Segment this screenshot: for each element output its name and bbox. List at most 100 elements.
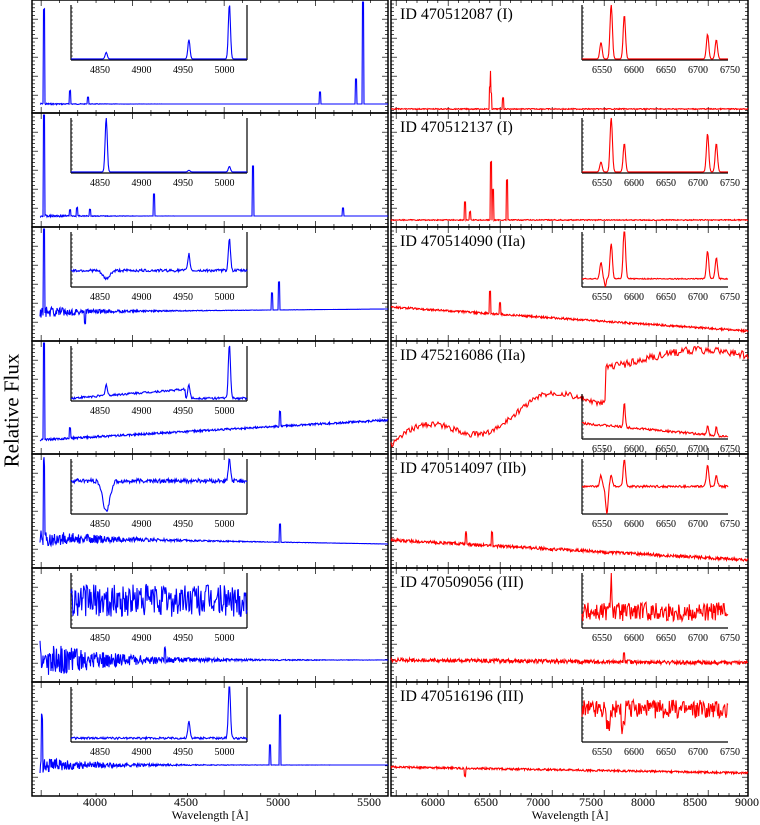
tick-label: 4000	[83, 795, 107, 809]
tick-label: 5000	[266, 795, 290, 809]
right-x-axis-label: Wavelength [Å]	[531, 808, 609, 822]
spectrum-line	[39, 228, 388, 325]
inset-tick-label: 4850	[90, 178, 110, 189]
inset-tick-label: 6550	[592, 292, 612, 303]
spectrum-line	[390, 652, 748, 667]
spectrum-line	[39, 114, 388, 219]
inset-spectrum	[71, 5, 247, 60]
inset-tick-label: 6750	[720, 292, 740, 303]
inset-tick-label: 5000	[214, 406, 235, 417]
inset-tick-label: 6600	[624, 178, 644, 189]
spectrum-line	[39, 457, 388, 548]
inset-tick-label: 4850	[90, 519, 110, 530]
inset-tick-label: 6700	[688, 519, 708, 530]
inset-tick-label: 6550	[592, 519, 612, 530]
inset-tick-label: 5000	[214, 519, 235, 530]
panel-id-label: ID 470516196 (III)	[400, 688, 524, 705]
inset-spectrum	[582, 402, 729, 438]
panel-id-label: ID 470509056 (III)	[400, 574, 524, 591]
spectrum-line	[390, 70, 749, 111]
panel-id-label: ID 470514090 (IIa)	[400, 233, 526, 250]
inset-tick-label: 6750	[720, 65, 740, 76]
inset-tick-label: 4950	[173, 406, 193, 417]
inset-tick-label: 6700	[688, 65, 708, 76]
inset-tick-label: 4850	[90, 633, 110, 644]
inset-tick-label: 6700	[688, 178, 708, 189]
tick-label: 9000	[735, 795, 759, 809]
spectrum-line	[39, 1, 388, 106]
inset-tick-label: 5000	[214, 65, 235, 76]
inset-tick-label: 5000	[214, 292, 235, 303]
inset-tick-label: 4950	[173, 292, 193, 303]
inset-tick-label: 4950	[173, 633, 193, 644]
tick-label: 6500	[474, 795, 498, 809]
inset-tick-label: 6600	[624, 65, 644, 76]
inset-tick-label: 4950	[173, 65, 193, 76]
inset-tick-label: 6750	[720, 633, 740, 644]
spectrum-line	[390, 530, 749, 563]
inset-tick-label: 6550	[592, 178, 612, 189]
inset-tick-label: 6650	[656, 292, 676, 303]
spectrum-line	[39, 342, 389, 442]
spectrum-line	[390, 345, 749, 448]
inset-tick-label: 6600	[624, 633, 644, 644]
inset-tick-label: 4950	[173, 178, 193, 189]
inset-spectrum	[582, 459, 729, 515]
inset-spectrum	[70, 686, 248, 741]
panel-frame	[31, 112, 389, 228]
inset-tick-label: 4850	[90, 292, 110, 303]
inset-tick-label: 6650	[656, 178, 676, 189]
inset-tick-label: 5000	[214, 178, 235, 189]
inset-tick-label: 4900	[131, 406, 152, 417]
inset-tick-label: 4950	[173, 519, 193, 530]
inset-tick-label: 6550	[592, 444, 612, 455]
inset-tick-label: 4900	[131, 747, 152, 758]
inset-tick-label: 6750	[720, 747, 740, 758]
inset-tick-label: 5000	[214, 633, 235, 644]
inset-tick-label: 4850	[90, 406, 110, 417]
inset-tick-label: 6550	[592, 747, 612, 758]
inset-tick-label: 6600	[624, 747, 644, 758]
inset-spectrum	[71, 458, 248, 513]
inset-tick-label: 4900	[131, 178, 152, 189]
inset-spectrum	[70, 345, 248, 401]
spectrum-line	[390, 290, 749, 334]
inset-tick-label: 6750	[720, 178, 740, 189]
inset-tick-label: 6650	[656, 747, 676, 758]
inset-tick-label: 6650	[656, 444, 676, 455]
inset-tick-label: 5000	[214, 747, 235, 758]
inset-tick-label: 4850	[90, 65, 110, 76]
inset-spectrum	[581, 697, 729, 735]
inset-tick-label: 6600	[624, 519, 644, 530]
inset-tick-label: 4900	[131, 519, 152, 530]
tick-label: 8000	[631, 795, 655, 809]
left-x-axis-label: Wavelength [Å]	[171, 808, 249, 822]
tick-label: 5500	[357, 795, 381, 809]
inset-tick-label: 6550	[592, 633, 612, 644]
tick-label: 4500	[174, 795, 198, 809]
panel-id-label: ID 470512137 (I)	[400, 119, 513, 136]
spectrum-line	[390, 764, 749, 778]
inset-tick-label: 6700	[688, 633, 708, 644]
inset-tick-label: 6650	[656, 65, 676, 76]
inset-tick-label: 4900	[131, 65, 152, 76]
tick-label: 7000	[526, 795, 550, 809]
spectrum-line	[39, 640, 388, 675]
inset-tick-label: 6750	[720, 519, 740, 530]
tick-label: 8500	[683, 795, 707, 809]
inset-tick-label: 6600	[624, 292, 644, 303]
spectrum-line	[39, 713, 388, 774]
inset-tick-label: 6650	[656, 633, 676, 644]
inset-spectrum	[582, 4, 728, 60]
spectrum-line	[390, 160, 748, 223]
tick-label: 6000	[421, 795, 445, 809]
inset-tick-label: 4850	[90, 747, 110, 758]
inset-tick-label: 4900	[131, 292, 152, 303]
inset-tick-label: 6700	[688, 747, 708, 758]
inset-tick-label: 6600	[624, 444, 644, 455]
inset-tick-label: 6700	[688, 292, 708, 303]
inset-spectrum	[581, 572, 729, 623]
inset-tick-label: 4900	[131, 633, 152, 644]
inset-tick-label: 6750	[720, 444, 740, 455]
